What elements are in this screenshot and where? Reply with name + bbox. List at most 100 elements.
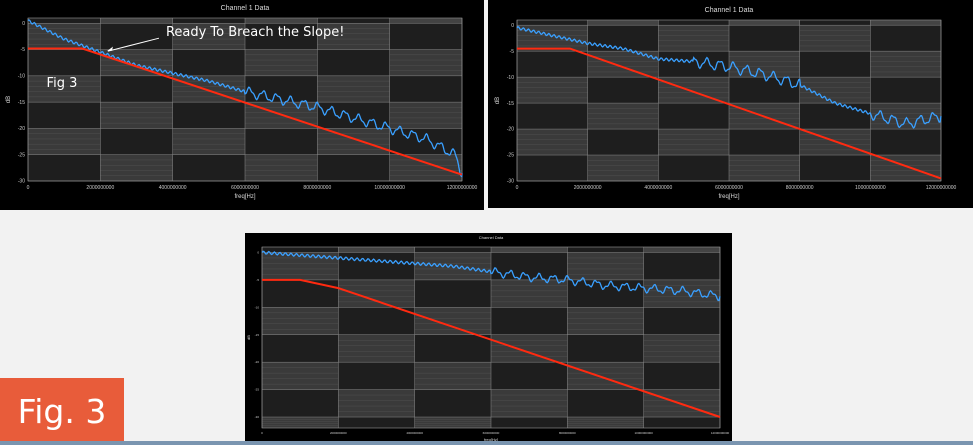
annotation-arrowhead bbox=[106, 46, 113, 52]
plot-band bbox=[729, 51, 800, 78]
annotation-arrow bbox=[107, 37, 160, 52]
plot-band bbox=[100, 154, 173, 181]
plot-band bbox=[587, 51, 659, 78]
chart-panel-2: Channel 1 Data 0 2000000000 4000000000 60000… bbox=[488, 0, 973, 208]
plot-band bbox=[658, 77, 729, 104]
plot-band bbox=[567, 252, 644, 280]
y-tick-label: -20 bbox=[255, 360, 260, 364]
y-tick-label: -10 bbox=[18, 74, 25, 80]
plot-band bbox=[317, 128, 390, 155]
plot-band bbox=[389, 102, 462, 129]
plot-band bbox=[262, 307, 339, 335]
plot-band bbox=[100, 102, 173, 129]
y-axis-label: dB bbox=[6, 96, 12, 103]
plot-band bbox=[338, 279, 415, 308]
x-tick-label: 4000000000 bbox=[159, 185, 187, 191]
plot-band bbox=[172, 128, 245, 155]
plot-band bbox=[587, 20, 659, 26]
y-tick-label: -25 bbox=[18, 152, 25, 158]
x-tick-label: 6000000000 bbox=[715, 185, 743, 191]
plot-band bbox=[262, 417, 339, 428]
x-tick-label: 4000000000 bbox=[644, 185, 672, 191]
plot-band bbox=[799, 77, 871, 104]
annotation-fig-label: Fig 3 bbox=[47, 76, 78, 91]
x-tick-label: 4000000000 bbox=[406, 431, 423, 435]
plot-band bbox=[870, 155, 941, 181]
plot-band bbox=[338, 334, 415, 363]
x-tick-label: 2000000000 bbox=[574, 185, 602, 191]
plot-band bbox=[317, 75, 390, 103]
chart-panel-3: Channel Data 0 2000000000 4000000000 6000000… bbox=[245, 233, 732, 441]
plot-frame bbox=[261, 246, 721, 429]
chart-3: Channel Data 0 2000000000 4000000000 6000000… bbox=[246, 235, 730, 441]
chart-panel-1: Channel 1 Data 0 2000000000 4000000000 60000… bbox=[0, 0, 484, 210]
series-line-measured bbox=[27, 19, 463, 178]
x-axis-label: freq[Hz] bbox=[234, 194, 255, 200]
plot-band bbox=[799, 25, 871, 52]
series-line-limit bbox=[517, 47, 942, 180]
plot-band bbox=[870, 51, 941, 78]
series-line-measured bbox=[516, 26, 942, 129]
plot-band bbox=[491, 247, 568, 253]
y-tick-label: -15 bbox=[507, 101, 514, 107]
plot-band bbox=[245, 18, 318, 24]
x-tick-label: 10000000000 bbox=[855, 185, 886, 191]
y-tick-label: 0 bbox=[22, 21, 25, 27]
chart-title: Channel 1 Data bbox=[705, 7, 754, 14]
plot-band bbox=[491, 334, 568, 363]
y-tick-label: -30 bbox=[507, 179, 514, 185]
plot-band bbox=[317, 23, 390, 50]
plot-band bbox=[389, 154, 462, 181]
plot-band bbox=[517, 77, 588, 104]
y-tick-label: -15 bbox=[255, 333, 260, 337]
y-tick-label: 0 bbox=[257, 250, 259, 254]
y-tick-label: -25 bbox=[255, 388, 260, 392]
x-axis-label: freq[Hz] bbox=[718, 194, 739, 200]
chart-2: Channel 1 Data 0 2000000000 4000000000 60000… bbox=[495, 7, 957, 200]
plot-band bbox=[658, 129, 729, 156]
y-tick-label: -20 bbox=[507, 127, 514, 133]
plot-band bbox=[567, 362, 644, 390]
series-line-limit bbox=[262, 278, 721, 418]
y-tick-label: -5 bbox=[510, 49, 515, 55]
plot-frame bbox=[27, 17, 463, 182]
x-tick-label: 2000000000 bbox=[330, 431, 347, 435]
plot-band bbox=[28, 75, 101, 103]
plot-band bbox=[262, 362, 339, 390]
y-tick-label: -25 bbox=[507, 153, 514, 159]
plot-band bbox=[338, 247, 415, 253]
plot-band bbox=[389, 49, 462, 76]
x-tick-label: 10000000000 bbox=[634, 431, 653, 435]
x-tick-label: 0 bbox=[27, 185, 30, 191]
plot-band bbox=[338, 389, 415, 418]
plot-band bbox=[389, 18, 462, 24]
y-tick-label: -5 bbox=[256, 278, 259, 282]
major-grid bbox=[516, 19, 942, 182]
plot-band bbox=[643, 279, 720, 308]
plot-band bbox=[28, 128, 101, 155]
x-tick-label: 0 bbox=[516, 185, 519, 191]
x-tick-label: 12000000000 bbox=[447, 185, 478, 191]
plot-band bbox=[414, 417, 491, 428]
series-line-measured bbox=[261, 250, 721, 302]
x-tick-label: 2000000000 bbox=[86, 185, 114, 191]
plot-band bbox=[491, 279, 568, 308]
chart-1: Channel 1 Data 0 2000000000 4000000000 60000… bbox=[6, 5, 478, 200]
series-line-limit bbox=[28, 47, 463, 176]
x-tick-label: 0 bbox=[261, 431, 263, 435]
plot-band bbox=[414, 307, 491, 335]
y-tick-label: -20 bbox=[18, 126, 25, 132]
x-tick-label: 10000000000 bbox=[374, 185, 405, 191]
plot-frame bbox=[516, 19, 942, 182]
plot-band bbox=[245, 49, 318, 76]
plot-band bbox=[870, 20, 941, 26]
x-tick-label: 8000000000 bbox=[303, 185, 331, 191]
y-axis-label: dB bbox=[246, 335, 251, 340]
plot-band bbox=[517, 129, 588, 156]
chart-title: Channel Data bbox=[479, 235, 504, 240]
plot-band bbox=[28, 23, 101, 50]
plot-band bbox=[643, 334, 720, 363]
major-grid bbox=[261, 246, 721, 429]
plot-band bbox=[729, 155, 800, 181]
x-tick-label: 8000000000 bbox=[559, 431, 576, 435]
